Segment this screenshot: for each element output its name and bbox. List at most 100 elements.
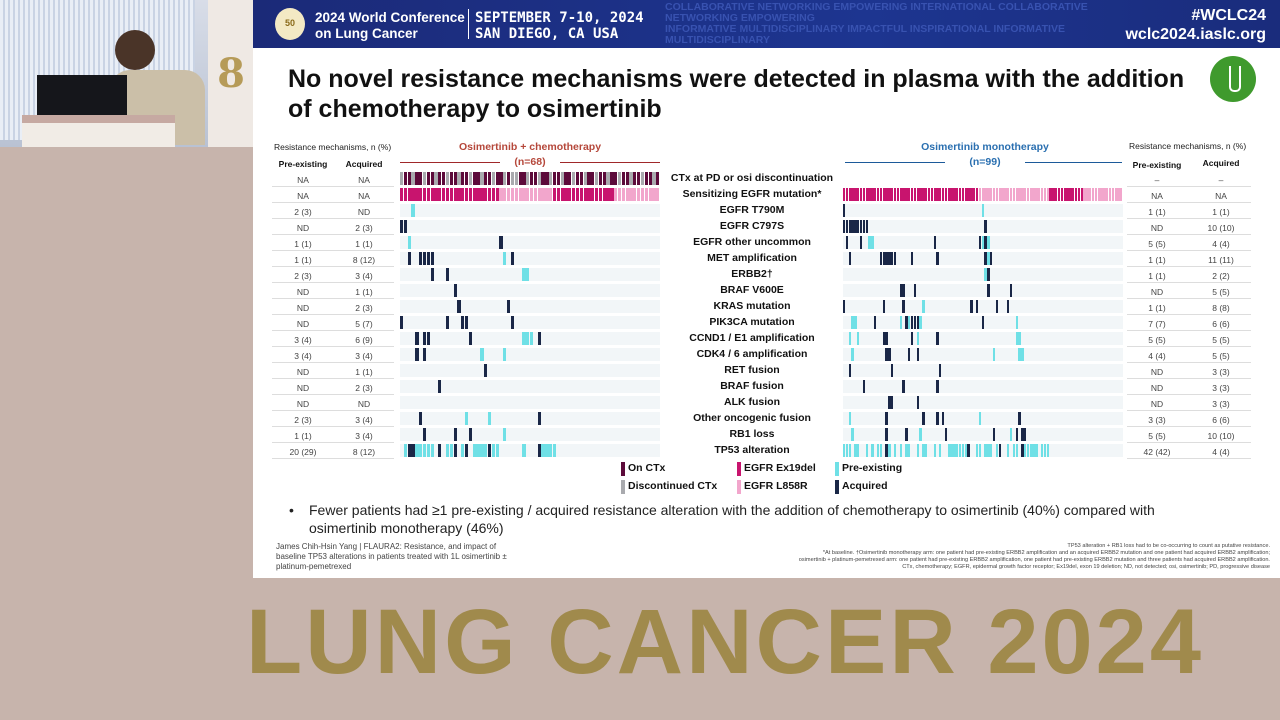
left-ctx-mark	[415, 172, 419, 185]
right-egfr-mark	[1001, 188, 1004, 201]
left-mark-acquired	[499, 236, 503, 249]
left-acq-value: 3 (4)	[355, 415, 373, 425]
right-egfr-mark	[913, 188, 917, 201]
left-acq-value: 1 (1)	[355, 367, 373, 377]
row-divider	[272, 378, 394, 379]
left-mark-acquired	[507, 300, 511, 313]
left-egfr-mark	[629, 188, 633, 201]
left-ctx-mark	[648, 172, 652, 185]
alteration-label: KRAS mutation	[713, 300, 791, 312]
left-ctx-mark	[606, 172, 610, 185]
left-egfr-mark	[583, 188, 587, 201]
left-mark-pre-existing	[449, 444, 453, 457]
left-mark-pre-existing	[522, 268, 526, 281]
left-egfr-mark	[621, 188, 625, 201]
right-mark-acquired	[967, 444, 970, 457]
right-mark-pre-existing	[857, 444, 860, 457]
right-mark-acquired	[857, 220, 860, 233]
right-mark-acquired	[848, 220, 851, 233]
legend-swatch	[835, 480, 839, 494]
left-egfr-mark	[465, 188, 469, 201]
right-mark-pre-existing	[922, 300, 925, 313]
right-mark-acquired	[859, 220, 863, 233]
right-mark-pre-existing	[848, 444, 851, 457]
right-egfr-mark	[848, 188, 851, 201]
row-divider	[1127, 346, 1251, 347]
right-mark-acquired	[910, 252, 914, 265]
alteration-label: EGFR C797S	[719, 220, 785, 232]
left-track	[400, 204, 660, 217]
right-egfr-mark	[970, 188, 973, 201]
right-mark-pre-existing	[975, 444, 979, 457]
left-mark-acquired	[457, 300, 461, 313]
right-mark-pre-existing	[919, 316, 922, 329]
alteration-label: TP53 alteration	[714, 444, 790, 456]
right-egfr-mark	[1114, 188, 1117, 201]
right-mark-pre-existing	[1018, 348, 1021, 361]
left-ctx-mark	[484, 172, 488, 185]
left-acq-value: 2 (3)	[355, 383, 373, 393]
right-mark-pre-existing	[1021, 348, 1024, 361]
right-mark-acquired	[851, 220, 854, 233]
right-mark-pre-existing	[871, 236, 874, 249]
right-egfr-mark	[854, 188, 857, 201]
left-pre-value: 3 (4)	[294, 335, 312, 345]
left-mark-acquired	[426, 332, 430, 345]
left-egfr-mark	[491, 188, 495, 201]
col-acq-right: Acquired	[1202, 158, 1240, 168]
right-egfr-mark	[862, 188, 866, 201]
right-acq-value: 4 (4)	[1212, 447, 1230, 457]
right-egfr-mark	[1043, 188, 1047, 201]
left-egfr-mark	[487, 188, 492, 201]
table-header-right: Resistance mechanisms, n (%)	[1129, 141, 1247, 151]
right-egfr-mark	[978, 188, 982, 201]
right-egfr-mark	[981, 188, 984, 201]
col-pre-right: Pre-existing	[1132, 160, 1182, 170]
right-track	[843, 220, 1123, 233]
right-mark-acquired	[885, 412, 888, 425]
right-egfr-mark	[1055, 188, 1058, 201]
right-mark-pre-existing	[1018, 332, 1021, 345]
right-egfr-mark	[865, 188, 868, 201]
left-pre-value: ND	[296, 223, 310, 233]
left-pre-value: ND	[296, 399, 310, 409]
left-egfr-mark	[403, 188, 408, 201]
right-egfr-mark	[967, 188, 970, 201]
left-egfr-mark	[610, 188, 614, 201]
row-divider	[1127, 298, 1251, 299]
left-mark-acquired	[453, 428, 457, 441]
right-mark-pre-existing	[854, 316, 857, 329]
right-mark-acquired	[1007, 300, 1010, 313]
left-mark-acquired	[487, 444, 492, 457]
right-egfr-mark	[975, 188, 979, 201]
right-egfr-mark	[1012, 188, 1016, 201]
right-mark-acquired	[1015, 428, 1018, 441]
left-ctx-mark	[598, 172, 603, 185]
left-egfr-mark	[591, 188, 595, 201]
right-arrow	[845, 162, 945, 163]
left-egfr-mark	[449, 188, 453, 201]
right-mark-pre-existing	[964, 444, 967, 457]
right-mark-acquired	[1018, 412, 1021, 425]
left-mark-pre-existing	[465, 412, 469, 425]
right-mark-acquired	[848, 364, 851, 377]
left-mark-acquired	[537, 444, 541, 457]
left-egfr-mark	[652, 188, 656, 201]
left-ctx-mark	[442, 172, 446, 185]
left-ctx-mark	[449, 172, 453, 185]
right-egfr-mark	[888, 188, 891, 201]
right-egfr-mark	[947, 188, 950, 201]
left-acq-value: 3 (4)	[355, 431, 373, 441]
right-egfr-mark	[1018, 188, 1021, 201]
right-egfr-mark	[953, 188, 956, 201]
right-egfr-mark	[1060, 188, 1064, 201]
right-egfr-mark	[1100, 188, 1103, 201]
right-egfr-mark	[995, 188, 999, 201]
col-pre-left: Pre-existing	[278, 159, 328, 169]
right-pre-value: ND	[1150, 367, 1164, 377]
right-egfr-mark	[871, 188, 874, 201]
right-mark-pre-existing	[916, 332, 919, 345]
left-egfr-mark	[579, 188, 583, 201]
right-egfr-mark	[933, 188, 936, 201]
left-track	[400, 300, 660, 313]
